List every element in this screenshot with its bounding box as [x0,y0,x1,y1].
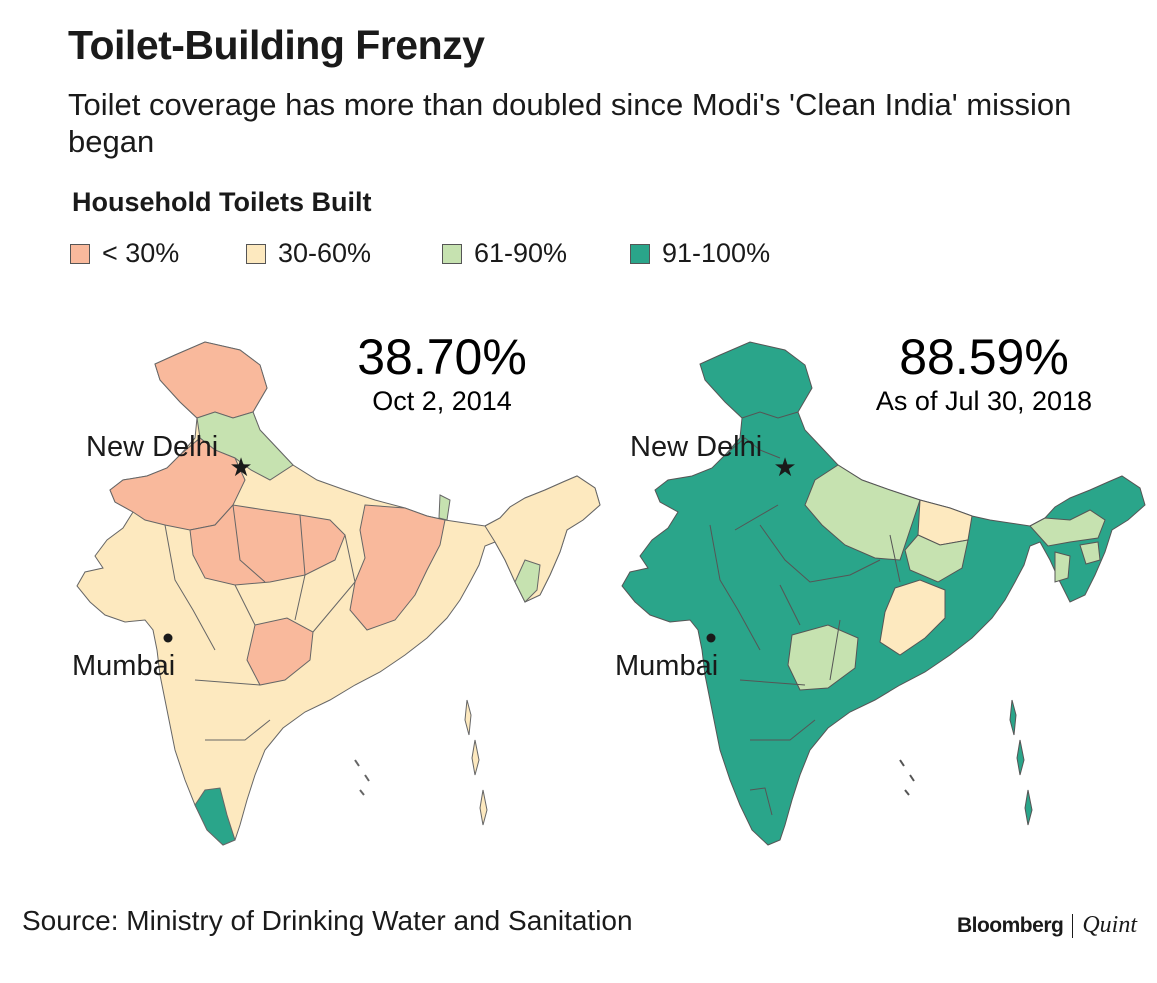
legend-swatch [246,243,266,264]
legend-label: 91-100% [662,238,771,268]
map-2018 [621,341,1146,846]
region-east-2014 [349,504,446,631]
state-borders-2018 [709,411,901,816]
region-deccan-2014 [246,617,314,686]
region-east-plateau-2018 [904,534,969,583]
region-northeast-small-2018 [1054,551,1071,583]
legend-swatch [442,243,462,264]
legend-swatch [630,243,650,264]
source-note: Source: Ministry of Drinking Water and S… [22,905,633,936]
stat-value-2018: 88.59% [899,329,1069,385]
region-northeast-2014 [484,475,601,603]
legend-label: 30-60% [278,238,372,268]
city-dot-2018 [706,633,716,643]
region-northeast-hills-2018 [1079,541,1101,565]
city-dot-2014 [163,633,173,643]
legend-label: 61-90% [474,238,568,268]
state-borders-2014 [164,504,356,741]
capital-star-2014: ★ [229,452,252,482]
legend-item-91-100: 91-100% [630,238,770,269]
legend-item-61-90: 61-90% [442,238,567,269]
region-north-plain-2018 [804,464,921,561]
region-northeast-small-2014 [514,559,541,603]
small-islands-2014 [354,759,370,796]
brand-name-secondary: Quint [1082,912,1137,938]
legend-title: Household Toilets Built [72,187,372,217]
india-outline-2018 [621,341,1146,846]
region-north-2014 [154,341,268,419]
region-deccan-2018 [787,624,859,691]
stat-date-2014: Oct 2, 2014 [372,386,512,416]
stat-date-2018: As of Jul 30, 2018 [876,386,1092,416]
city-label-2014: Mumbai [72,650,175,682]
brand-name-primary: Bloomberg [956,913,1064,937]
chart-subtitle: Toilet coverage has more than doubled si… [68,87,1072,159]
capital-star-2018: ★ [773,452,796,482]
brand-separator [1072,913,1074,938]
region-east-coast-2018 [879,579,946,656]
capital-label-2014: New Delhi [86,431,218,463]
maps-panel: 38.70% Oct 2, 2014 New Delhi ★ Mumbai 88… [72,329,1146,846]
legend-swatch [70,243,90,264]
region-southwest-2014 [194,787,236,846]
stat-value-2014: 38.70% [357,329,527,385]
map-2014 [76,341,601,846]
legend-item-30-60: 30-60% [246,238,371,269]
legend-label: < 30% [102,238,180,268]
region-central-2014 [189,504,346,586]
small-islands-2018 [899,759,915,796]
capital-label-2018: New Delhi [630,431,762,463]
chart-title: Toilet-Building Frenzy [68,22,485,68]
city-label-2018: Mumbai [615,650,718,682]
islands-2014 [464,699,488,826]
brand-logo: Bloomberg Quint [957,912,1137,939]
islands-2018 [1009,699,1033,826]
legend-item-below-30: < 30% [70,238,179,269]
region-sikkim-2014 [438,494,451,521]
region-northeast-2018 [1029,509,1106,547]
